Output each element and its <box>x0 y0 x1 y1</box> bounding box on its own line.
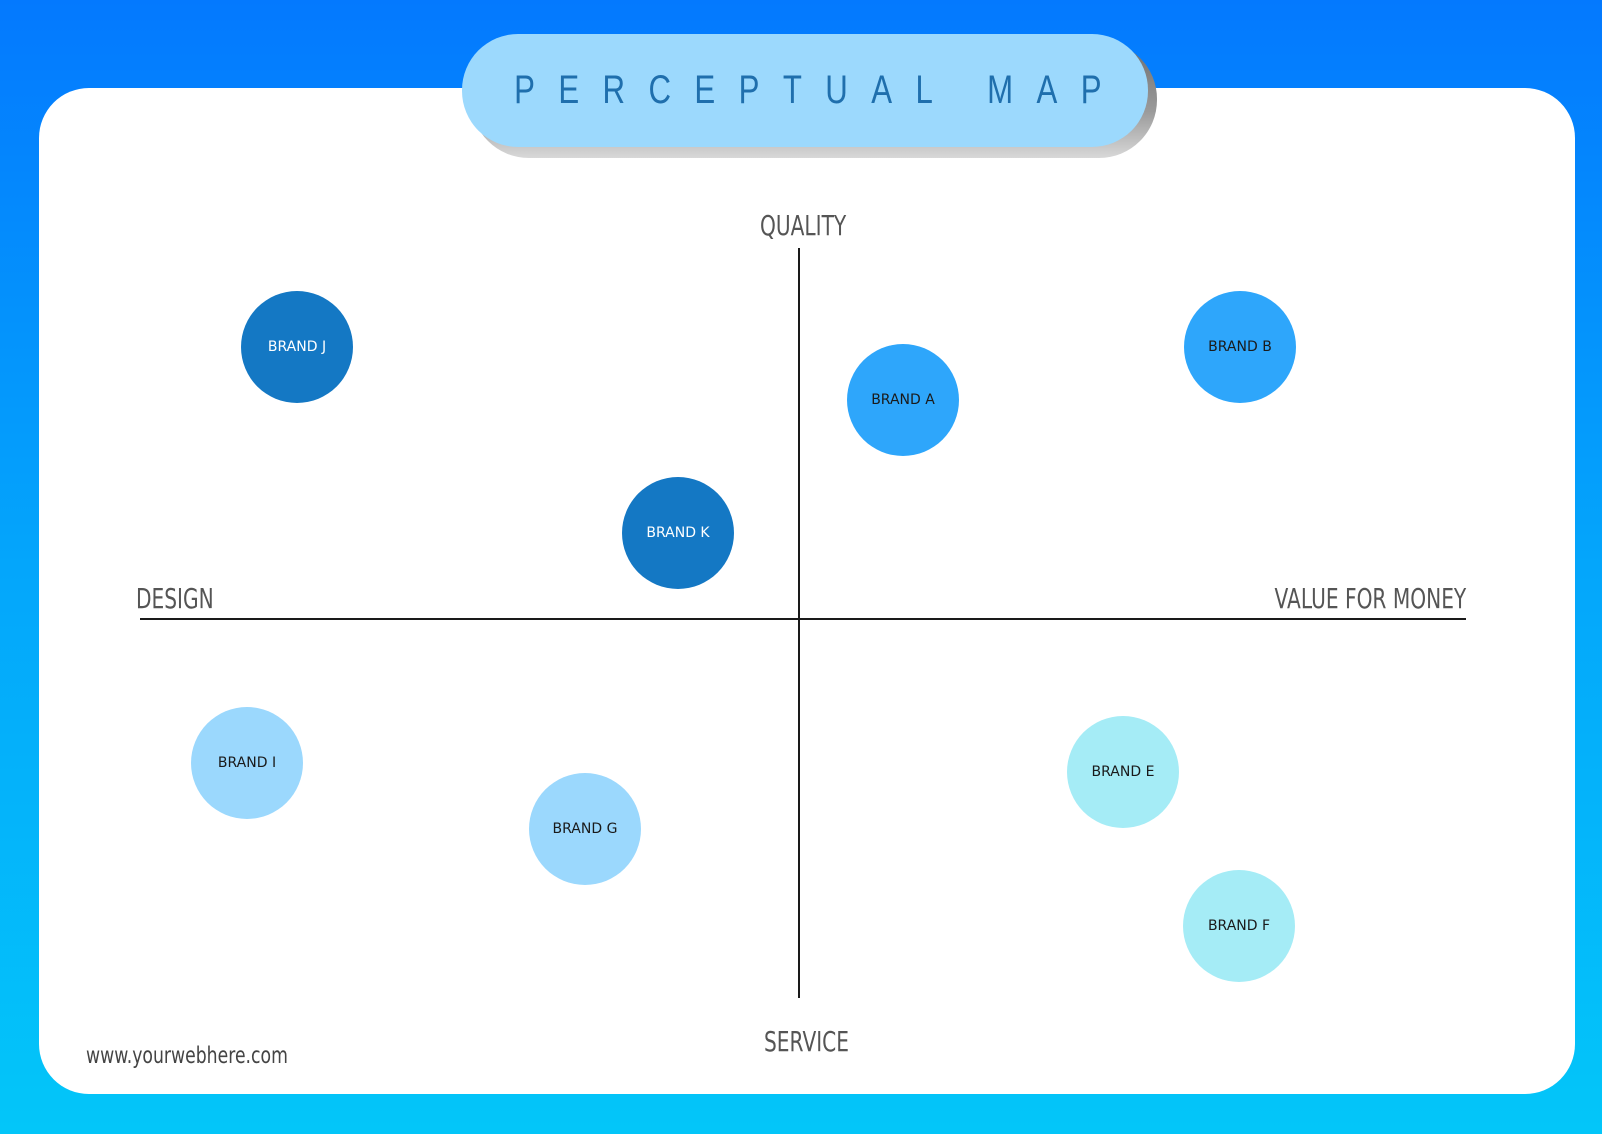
brand-a-bubble: BRAND A <box>847 344 959 456</box>
axis-label-right: VALUE FOR MONEY <box>1274 582 1466 615</box>
brand-i-label: BRAND I <box>217 755 277 771</box>
brand-k-bubble: BRAND K <box>622 477 734 589</box>
brand-j-label: BRAND J <box>267 339 327 355</box>
map-card <box>39 88 1575 1094</box>
horizontal-axis <box>140 618 1466 620</box>
brand-j-bubble: BRAND J <box>241 291 353 403</box>
brand-k-label: BRAND K <box>646 525 710 541</box>
brand-f-bubble: BRAND F <box>1183 870 1295 982</box>
brand-e-label: BRAND E <box>1091 764 1155 780</box>
brand-e-bubble: BRAND E <box>1067 716 1179 828</box>
brand-a-label: BRAND A <box>871 392 935 408</box>
brand-g-bubble: BRAND G <box>529 773 641 885</box>
brand-g-label: BRAND G <box>552 821 618 837</box>
website-url: www.yourwebhere.com <box>86 1043 288 1069</box>
axis-label-left: DESIGN <box>136 582 214 615</box>
title-pill: PERCEPTUAL MAP <box>462 34 1148 147</box>
brand-f-label: BRAND F <box>1207 918 1271 934</box>
brand-i-bubble: BRAND I <box>191 707 303 819</box>
brand-b-bubble: BRAND B <box>1184 291 1296 403</box>
page-title: PERCEPTUAL MAP <box>514 68 1126 112</box>
brand-b-label: BRAND B <box>1208 339 1272 355</box>
vertical-axis <box>798 248 800 998</box>
axis-label-top: QUALITY <box>760 209 847 242</box>
axis-label-bottom: SERVICE <box>764 1025 849 1058</box>
